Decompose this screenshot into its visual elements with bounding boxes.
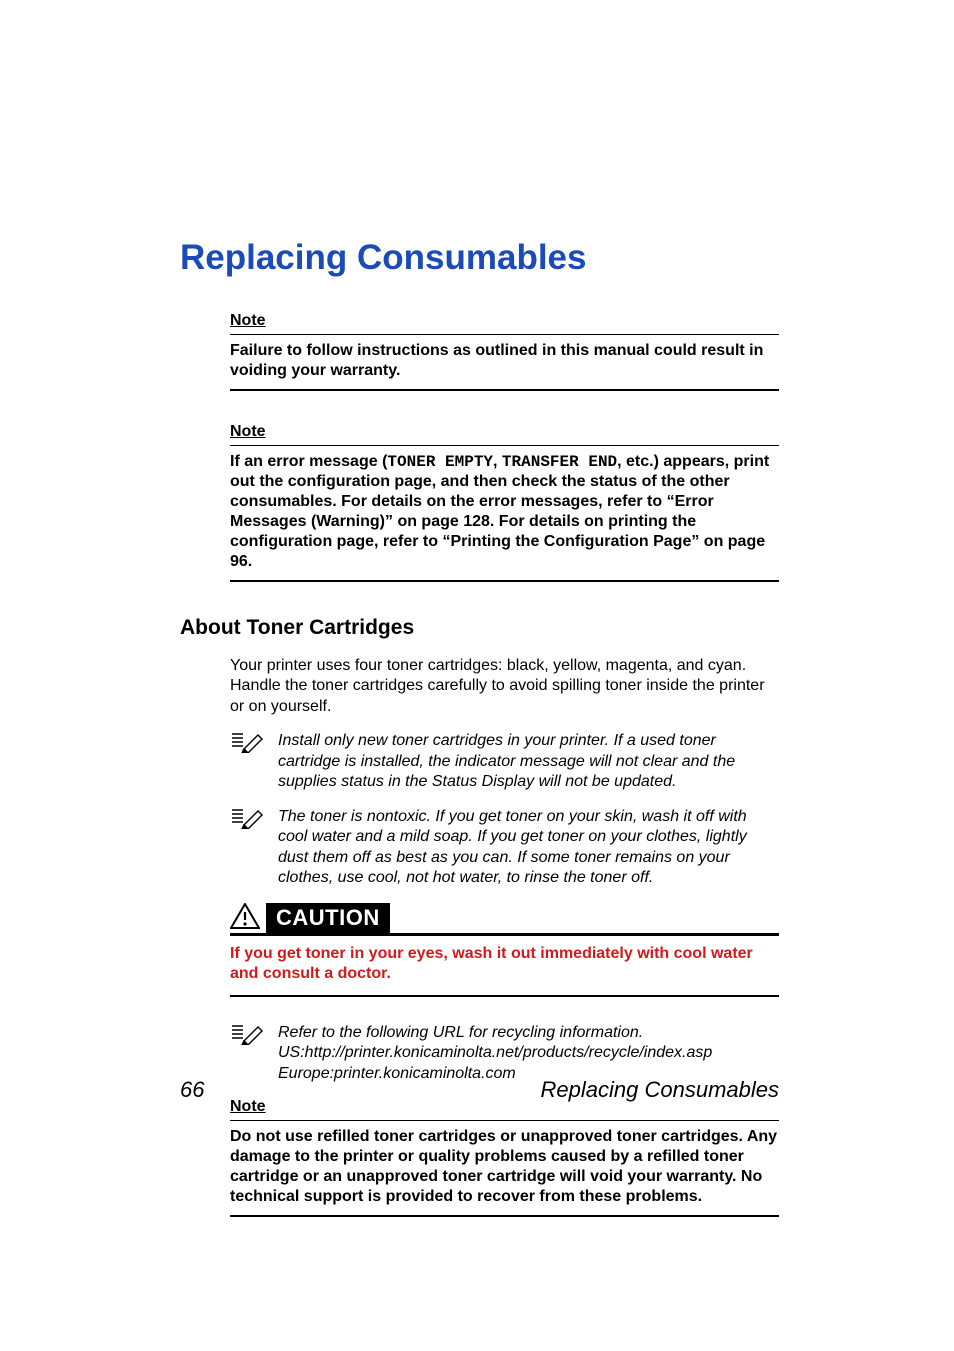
note-rule-bottom bbox=[230, 580, 779, 582]
caution-header: CAUTION bbox=[230, 903, 779, 934]
tip-row-3: Refer to the following URL for recycling… bbox=[230, 1023, 779, 1084]
tip-text: The toner is nontoxic. If you get toner … bbox=[270, 807, 779, 889]
footer-page-number: 66 bbox=[180, 1077, 204, 1103]
note-rule-bottom bbox=[230, 389, 779, 391]
tip-row-1: Install only new toner cartridges in you… bbox=[230, 731, 779, 792]
page-footer: 66 Replacing Consumables bbox=[180, 1077, 779, 1103]
note2-mono1: TONER EMPTY bbox=[387, 453, 493, 471]
caution-body: If you get toner in your eyes, wash it o… bbox=[230, 936, 779, 995]
heading-replacing-consumables: Replacing Consumables bbox=[180, 238, 779, 278]
page-container: Replacing Consumables Note Failure to fo… bbox=[0, 0, 954, 1351]
tip-text: Refer to the following URL for recycling… bbox=[270, 1023, 712, 1084]
caution-label: CAUTION bbox=[266, 903, 390, 934]
warning-triangle-icon bbox=[230, 903, 266, 934]
note-label: Note bbox=[230, 423, 779, 441]
note-block-2: Note If an error message (TONER EMPTY, T… bbox=[230, 423, 779, 582]
tip3-line2: US:http://printer.konicaminolta.net/prod… bbox=[278, 1043, 712, 1063]
note-pencil-icon bbox=[230, 1023, 270, 1050]
note-block-1: Note Failure to follow instructions as o… bbox=[230, 312, 779, 391]
caution-rule-bottom bbox=[230, 995, 779, 997]
tip-text: Install only new toner cartridges in you… bbox=[270, 731, 779, 792]
note2-mono2: TRANSFER END bbox=[502, 453, 617, 471]
note-label: Note bbox=[230, 312, 779, 330]
note2-mid1: , bbox=[493, 453, 502, 470]
note-pencil-icon bbox=[230, 807, 270, 834]
note-body: If an error message (TONER EMPTY, TRANSF… bbox=[230, 446, 779, 580]
footer-section-title: Replacing Consumables bbox=[541, 1077, 779, 1103]
note-rule-bottom bbox=[230, 1215, 779, 1217]
heading-about-toner: About Toner Cartridges bbox=[180, 616, 779, 640]
tip3-line1: Refer to the following URL for recycling… bbox=[278, 1023, 712, 1043]
note-pencil-icon bbox=[230, 731, 270, 758]
note-block-3: Note Do not use refilled toner cartridge… bbox=[230, 1098, 779, 1217]
paragraph-1: Your printer uses four toner cartridges:… bbox=[230, 656, 779, 717]
caution-block: CAUTION If you get toner in your eyes, w… bbox=[180, 903, 779, 997]
note-body: Do not use refilled toner cartridges or … bbox=[230, 1121, 779, 1215]
note2-pre: If an error message ( bbox=[230, 453, 387, 470]
note2-post: , etc.) appears, print out the configura… bbox=[230, 453, 769, 570]
note-body: Failure to follow instructions as outlin… bbox=[230, 335, 779, 389]
tip-row-2: The toner is nontoxic. If you get toner … bbox=[230, 807, 779, 889]
